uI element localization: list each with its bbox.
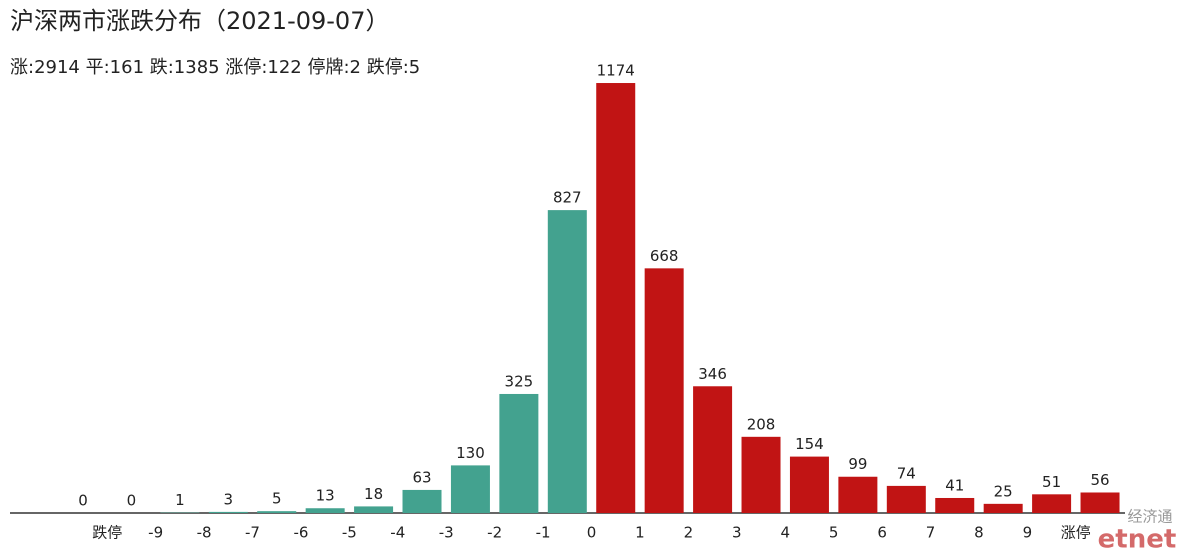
value-label: 18 <box>364 485 383 503</box>
chart-subtitle: 涨:2914 平:161 跌:1385 涨停:122 停牌:2 跌停:5 <box>10 57 420 78</box>
x-tick-label: -1 <box>536 524 551 542</box>
x-tick-label: -7 <box>245 524 260 542</box>
x-tick-label: 1 <box>635 524 645 542</box>
x-tick-label: 9 <box>1023 524 1033 542</box>
x-tick-label: 7 <box>926 524 936 542</box>
x-tick-label: -3 <box>439 524 454 542</box>
value-label: 325 <box>505 372 534 390</box>
value-label: 74 <box>897 464 916 482</box>
value-label: 154 <box>795 435 824 453</box>
x-tick-label: 4 <box>780 524 790 542</box>
x-tick-label: -6 <box>293 524 308 542</box>
bar <box>983 503 1023 513</box>
value-label: 3 <box>224 490 234 508</box>
value-label: 5 <box>272 490 282 508</box>
x-tick-label: -8 <box>197 524 212 542</box>
bar <box>257 511 297 513</box>
bar <box>547 210 587 513</box>
bar <box>741 436 781 513</box>
value-label: 1 <box>175 491 185 509</box>
value-label: 25 <box>994 482 1013 500</box>
x-tick-label: -2 <box>487 524 502 542</box>
value-label: 668 <box>650 247 679 265</box>
bar <box>838 476 878 513</box>
bar <box>305 508 345 513</box>
value-label: 51 <box>1042 473 1061 491</box>
bar <box>208 511 248 513</box>
x-tick-label: 2 <box>684 524 694 542</box>
x-tick-label: 5 <box>829 524 839 542</box>
value-label: 63 <box>412 468 431 486</box>
bar <box>1032 494 1072 513</box>
bar <box>596 83 636 514</box>
value-label: 99 <box>848 455 867 473</box>
x-tick-label: 涨停 <box>1061 524 1091 542</box>
value-label: 41 <box>945 476 964 494</box>
x-tick-label: -9 <box>148 524 163 542</box>
value-label: 130 <box>456 444 485 462</box>
bar <box>789 456 829 513</box>
value-label: 13 <box>316 487 335 505</box>
x-tick-label: -4 <box>390 524 405 542</box>
bar <box>450 465 490 513</box>
chart-title: 沪深两市涨跌分布（2021-09-07） <box>10 7 389 35</box>
bar <box>886 485 926 513</box>
x-tick-label: 跌停 <box>92 524 122 542</box>
bar <box>354 506 394 513</box>
bar <box>402 489 442 513</box>
x-tick-label: 6 <box>877 524 887 542</box>
value-label: 56 <box>1090 471 1109 489</box>
x-tick-label: -5 <box>342 524 357 542</box>
value-label: 1174 <box>597 62 635 80</box>
value-label: 0 <box>78 492 88 510</box>
logo-cn: 经济通 <box>1127 508 1172 526</box>
value-label: 827 <box>553 189 582 207</box>
bar <box>693 386 733 513</box>
bar <box>644 268 684 513</box>
x-tick-label: 3 <box>732 524 742 542</box>
value-label: 0 <box>127 492 137 510</box>
logo-en: etnet <box>1098 525 1177 553</box>
x-tick-label: 8 <box>974 524 984 542</box>
bar <box>1080 492 1120 513</box>
value-label: 208 <box>747 415 776 433</box>
x-tick-label: 0 <box>587 524 597 542</box>
bar <box>499 393 539 513</box>
bar <box>935 497 975 513</box>
value-label: 346 <box>698 365 727 383</box>
